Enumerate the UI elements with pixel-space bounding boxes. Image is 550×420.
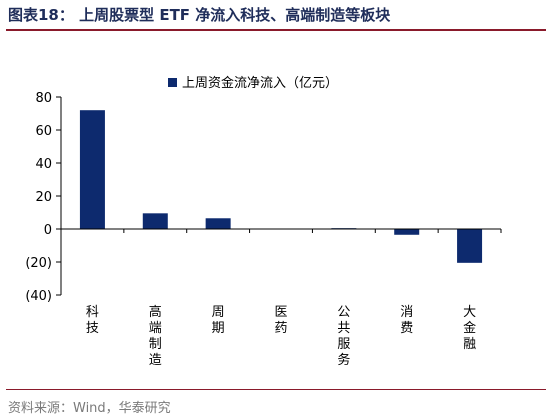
y-tick-label: 0 [44,223,52,238]
bar-7 [457,229,483,263]
x-axis [61,228,502,233]
category-label: 医药 [274,305,287,336]
title-rule [6,29,546,31]
category-label: 消费 [400,305,413,336]
bar-1 [79,110,105,229]
bar-2 [142,213,168,229]
source-note: 资料来源：Wind，华泰研究 [8,401,171,416]
category-label: 大金融 [463,305,476,352]
legend: 上周资金流净流入（亿元） [168,75,338,91]
source-rule [6,389,546,390]
y-tick-label: (40) [25,289,52,304]
category-label: 公共服务 [337,305,350,368]
category-labels: 科技 高端制造 周期 医药 公共服务 消费 大金融 [86,304,476,368]
y-tick-label: 20 [35,190,52,205]
y-tick-label: 60 [35,124,52,139]
category-label: 科技 [86,305,99,336]
bars [79,110,483,263]
bar-6 [394,229,420,235]
y-tick-label: 40 [35,157,52,172]
bar-3 [205,218,231,229]
legend-swatch [168,78,177,87]
y-axis: 80 60 40 20 0 (20) (40) [25,91,62,304]
category-label: 周期 [212,305,225,336]
legend-label: 上周资金流净流入（亿元） [182,75,338,91]
figure-title: 图表18： 上周股票型 ETF 净流入科技、高端制造等板块 [8,6,391,24]
y-tick-label: 80 [35,91,52,106]
category-label: 高端制造 [149,304,162,368]
y-tick-label: (20) [25,256,52,271]
